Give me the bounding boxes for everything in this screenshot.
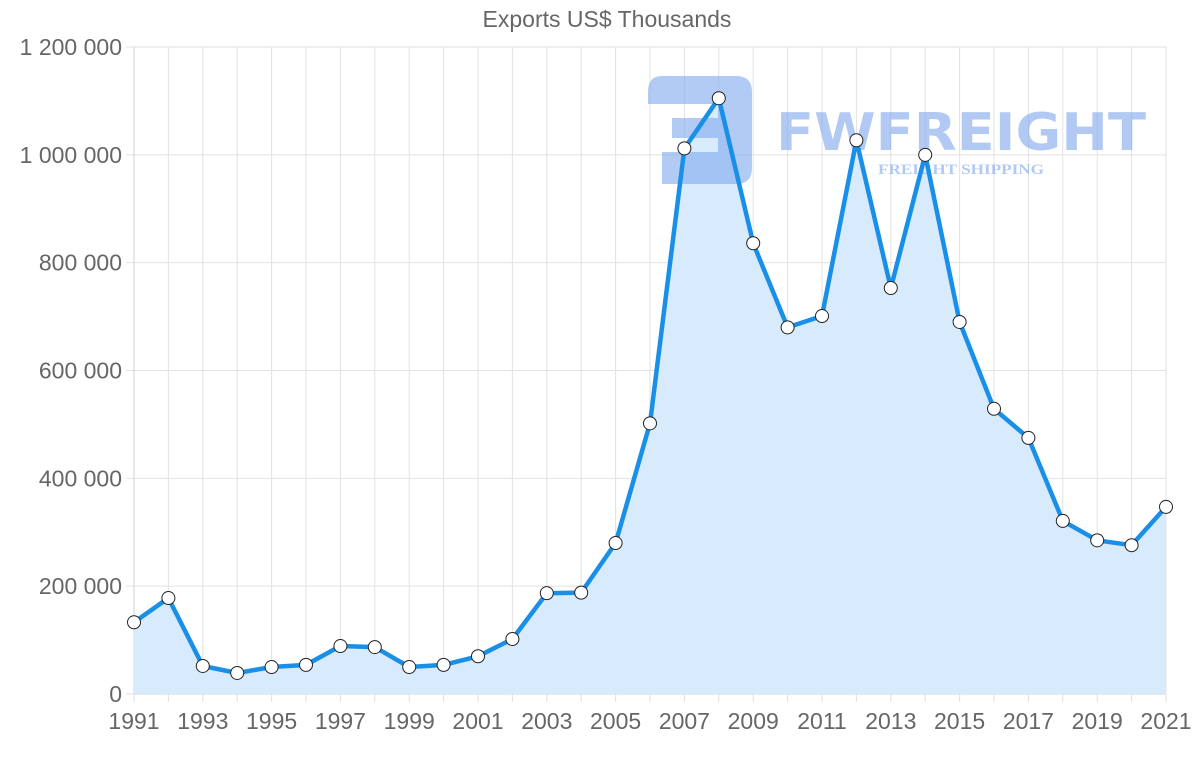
- data-point-2007: [677, 141, 692, 156]
- data-point-2017: [1021, 430, 1036, 445]
- x-axis: 1991 1993 1995 1997 1999 2001 2003 2005 2007 2009…: [108, 708, 1191, 734]
- data-point-1999: [402, 660, 417, 675]
- x-tick-label: 1997: [315, 708, 366, 734]
- data-point-2012: [849, 133, 864, 148]
- watermark-logo: FWFREIGHT FREIGHT SHIPPING: [648, 76, 1147, 184]
- data-point-2006: [643, 416, 657, 431]
- x-tick-label: 2015: [934, 708, 985, 734]
- data-point-2016: [987, 401, 1001, 416]
- data-point-2009: [746, 236, 761, 251]
- x-tick-label: 1999: [384, 708, 435, 734]
- data-point-1998: [367, 640, 382, 655]
- x-tick-label: 1993: [177, 708, 228, 734]
- data-point-2000: [436, 657, 451, 672]
- data-point-2005: [608, 536, 623, 551]
- data-point-1991: [127, 615, 141, 630]
- x-tick-label: 2007: [659, 708, 710, 734]
- area-path: [134, 98, 1166, 694]
- data-point-2020: [1124, 538, 1139, 553]
- y-tick-label: 600 000: [39, 358, 122, 384]
- x-tick-label: 2019: [1072, 708, 1123, 734]
- data-point-2011: [815, 309, 829, 324]
- x-tick-label: 1995: [246, 708, 297, 734]
- y-tick-label: 0: [109, 681, 122, 707]
- x-tick-label: 2009: [728, 708, 779, 734]
- fw-logo-icon: [648, 76, 752, 184]
- data-point-2019: [1090, 533, 1105, 548]
- y-tick-label: 200 000: [39, 573, 122, 599]
- data-point-2014: [918, 147, 933, 162]
- y-tick-label: 800 000: [39, 250, 122, 276]
- area-fill: [134, 98, 1166, 694]
- data-point-2001: [471, 649, 485, 664]
- data-point-2003: [539, 586, 554, 601]
- data-point-2021: [1159, 499, 1173, 514]
- x-tick-label: 1991: [108, 708, 159, 734]
- y-tick-label: 400 000: [39, 465, 122, 491]
- data-point-2013: [883, 281, 898, 296]
- watermark-brand: FWFREIGHT: [776, 103, 1147, 163]
- watermark-tagline: FREIGHT SHIPPING: [878, 162, 1044, 178]
- data-point-1995: [264, 660, 279, 675]
- y-tick-label: 1 200 000: [20, 34, 122, 60]
- x-tick-label: 2013: [865, 708, 916, 734]
- x-tick-label: 2001: [452, 708, 503, 734]
- data-point-2010: [780, 320, 795, 335]
- y-tick-label: 1 000 000: [20, 142, 122, 168]
- data-point-1996: [299, 657, 313, 672]
- data-point-1997: [333, 639, 348, 654]
- data-point-2008: [711, 91, 726, 106]
- data-point-1994: [230, 665, 245, 680]
- chart-title: Exports US$ Thousands: [482, 6, 732, 32]
- data-point-2015: [952, 314, 967, 329]
- data-point-2002: [505, 632, 520, 647]
- data-points: [127, 91, 1173, 680]
- data-point-1992: [161, 591, 176, 606]
- y-axis: 0 200 000 400 000 600 000 800 000 1 000 000 1 …: [20, 34, 122, 707]
- x-tick-label: 2017: [1003, 708, 1054, 734]
- data-point-2018: [1055, 513, 1070, 528]
- data-point-1993: [195, 658, 210, 673]
- x-tick-label: 2005: [590, 708, 641, 734]
- x-tick-label: 2021: [1140, 708, 1191, 734]
- data-point-2004: [574, 585, 589, 600]
- x-tick-label: 2003: [521, 708, 572, 734]
- x-tick-label: 2011: [797, 708, 846, 734]
